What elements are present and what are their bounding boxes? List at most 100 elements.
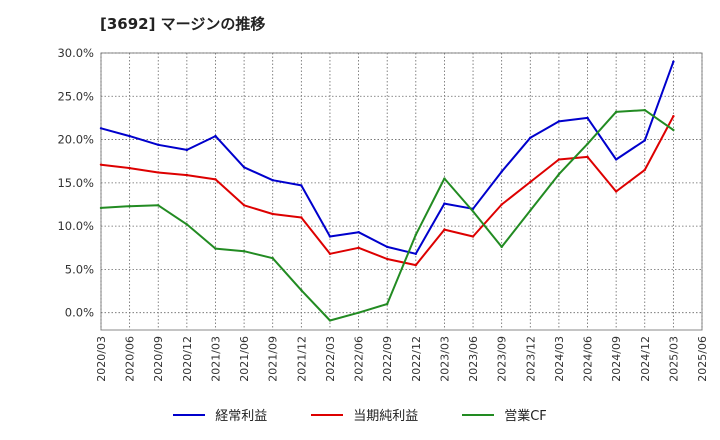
data-point — [500, 170, 503, 173]
y-tick-label: 5.0% — [65, 262, 94, 276]
data-point — [214, 247, 217, 250]
data-point — [99, 206, 103, 210]
data-point — [242, 204, 246, 207]
x-tick-label: 2021/03 — [209, 336, 222, 382]
data-point — [443, 228, 446, 231]
data-point — [672, 114, 675, 118]
data-point — [157, 143, 160, 146]
data-point — [529, 136, 532, 140]
data-point — [300, 184, 303, 187]
x-tick-label: 2025/03 — [667, 336, 680, 382]
data-point — [128, 134, 131, 138]
data-point — [443, 202, 446, 205]
x-tick-label: 2021/09 — [267, 336, 280, 382]
data-point — [529, 209, 532, 212]
legend-label: 経常利益 — [215, 409, 268, 424]
data-point — [99, 127, 103, 130]
data-point — [643, 168, 646, 172]
x-tick-label: 2023/12 — [524, 336, 537, 382]
data-point — [614, 190, 618, 193]
x-tick-label: 2023/03 — [438, 336, 451, 382]
y-tick-label: 25.0% — [57, 89, 94, 103]
data-point — [557, 158, 561, 161]
data-point — [443, 177, 446, 180]
data-point — [357, 230, 360, 234]
data-point — [214, 134, 217, 138]
data-point — [557, 172, 561, 176]
data-point — [643, 139, 646, 142]
data-point — [128, 166, 131, 170]
plot-area — [100, 52, 703, 331]
data-point — [271, 212, 274, 216]
y-tick-label: 10.0% — [57, 219, 94, 233]
x-tick-label: 2024/03 — [553, 336, 566, 382]
data-point — [529, 180, 532, 184]
x-tick-label: 2022/03 — [324, 336, 337, 382]
legend-label: 当期純利益 — [353, 409, 419, 424]
data-point — [471, 235, 475, 238]
y-tick-label: 30.0% — [57, 46, 94, 60]
legend: 経常利益 当期純利益 営業CF — [0, 405, 720, 424]
data-point — [357, 246, 360, 249]
data-point — [614, 158, 618, 161]
x-tick-label: 2021/06 — [238, 336, 251, 382]
data-point — [185, 148, 189, 152]
x-tick-label: 2024/06 — [582, 336, 595, 382]
legend-swatch — [311, 413, 344, 416]
x-tick-label: 2025/06 — [696, 336, 709, 382]
data-point — [214, 178, 217, 181]
data-point — [271, 179, 274, 182]
data-point — [300, 288, 303, 292]
x-tick-label: 2023/06 — [467, 336, 480, 382]
data-point — [471, 210, 475, 213]
x-axis-ticks: 2020/03 2020/06 2020/09 2020/12 2021/03 2021/… — [95, 336, 709, 382]
data-point — [586, 116, 589, 120]
data-point — [271, 256, 274, 260]
data-point — [128, 205, 131, 208]
y-tick-label: 0.0% — [65, 306, 94, 320]
x-tick-label: 2022/09 — [381, 336, 394, 382]
series-lines — [99, 60, 675, 322]
data-point — [157, 204, 160, 207]
data-point — [500, 203, 503, 206]
x-tick-label: 2020/12 — [181, 336, 194, 382]
data-point — [557, 120, 561, 123]
data-point — [242, 166, 246, 169]
data-point — [672, 60, 675, 63]
x-tick-label: 2020/03 — [95, 336, 108, 382]
x-tick-label: 2020/09 — [152, 336, 165, 382]
chart-title: [3692] マージンの推移 — [100, 15, 266, 33]
x-tick-label: 2022/12 — [410, 336, 423, 382]
data-point — [672, 128, 675, 132]
data-point — [242, 250, 246, 253]
data-point — [414, 263, 418, 267]
data-point — [643, 108, 646, 112]
y-axis-ticks: 0.0% 5.0% 10.0% 15.0% 20.0% 25.0% 30.0% — [57, 46, 94, 320]
data-point — [328, 235, 332, 238]
legend-label: 営業CF — [504, 409, 547, 424]
data-point — [614, 110, 618, 114]
data-point — [185, 173, 189, 177]
legend-item: 営業CF — [462, 405, 547, 424]
x-tick-label: 2024/12 — [639, 336, 652, 382]
data-point — [385, 257, 389, 261]
data-point — [99, 163, 103, 166]
x-tick-label: 2024/09 — [610, 336, 623, 382]
legend-item: 当期純利益 — [311, 405, 418, 424]
data-point — [385, 302, 389, 306]
x-tick-label: 2023/09 — [496, 336, 509, 382]
legend-swatch — [462, 413, 495, 416]
data-point — [300, 216, 303, 219]
data-point — [328, 319, 332, 322]
y-tick-label: 15.0% — [57, 176, 94, 190]
data-point — [185, 223, 189, 226]
x-tick-label: 2021/12 — [295, 336, 308, 382]
legend-item: 経常利益 — [173, 405, 267, 424]
data-point — [586, 155, 589, 159]
data-point — [157, 171, 160, 174]
data-point — [414, 233, 418, 236]
legend-swatch — [173, 413, 206, 416]
data-point — [500, 245, 503, 249]
data-point — [385, 245, 389, 249]
